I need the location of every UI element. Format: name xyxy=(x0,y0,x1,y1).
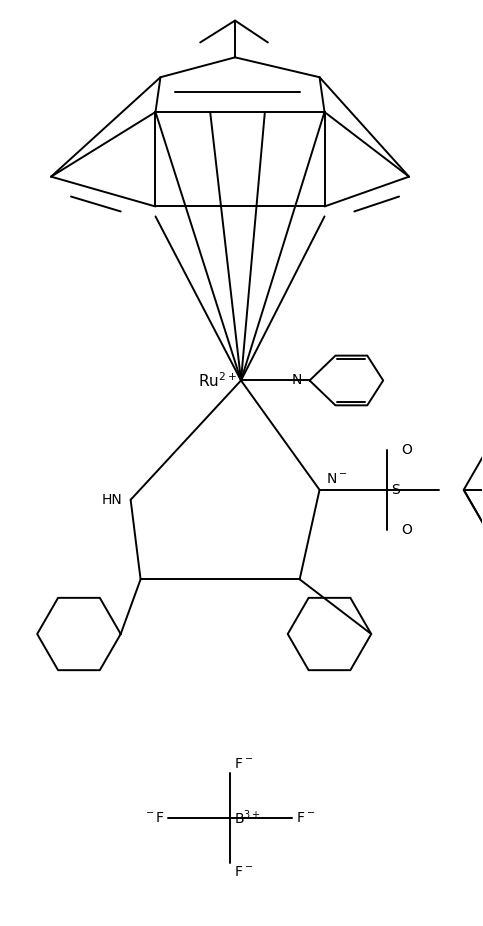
Text: N$^-$: N$^-$ xyxy=(326,472,347,486)
Text: O: O xyxy=(401,522,412,536)
Text: F$^-$: F$^-$ xyxy=(234,865,253,879)
Text: B$^{3+}$: B$^{3+}$ xyxy=(234,808,261,827)
Text: F$^-$: F$^-$ xyxy=(296,811,315,825)
Text: S: S xyxy=(391,482,400,497)
Text: HN: HN xyxy=(102,493,123,507)
Text: N: N xyxy=(291,373,302,387)
Text: F$^-$: F$^-$ xyxy=(234,757,253,771)
Text: Ru$^{2+}$: Ru$^{2+}$ xyxy=(198,371,237,390)
Text: O: O xyxy=(401,443,412,457)
Text: $^-$F: $^-$F xyxy=(143,811,164,825)
